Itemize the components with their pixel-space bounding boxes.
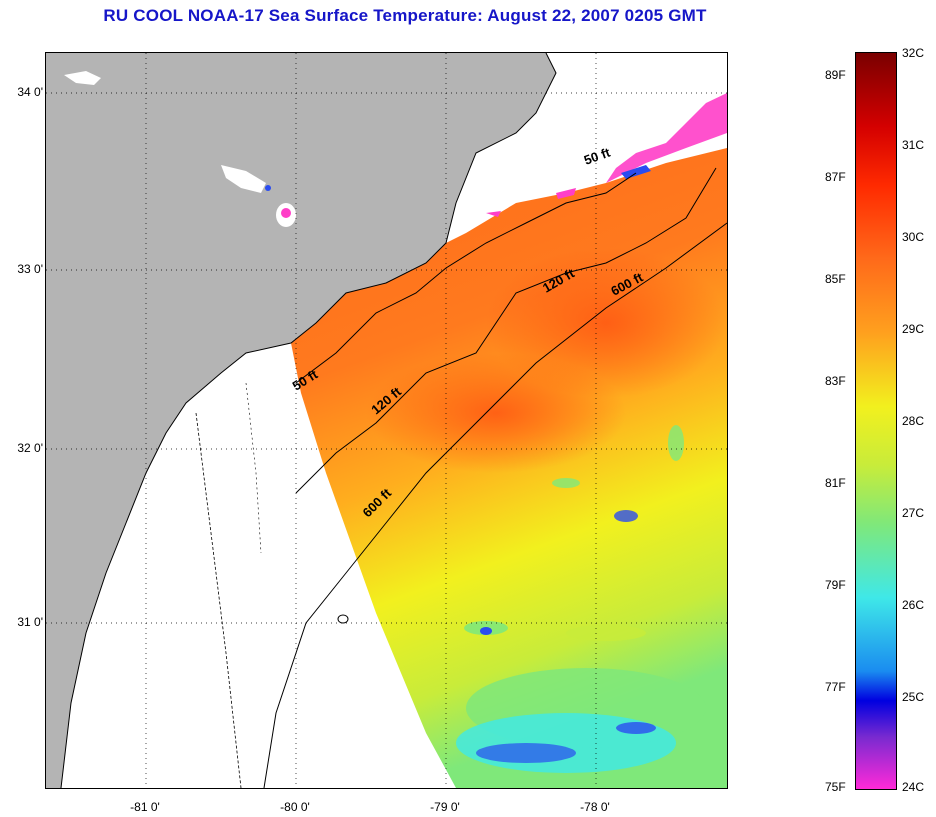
lon-label-80: -80 0' (280, 800, 310, 814)
cb-label-79f: 79F (825, 578, 846, 592)
cb-label-29c: 29C (902, 322, 925, 336)
lon-label-79: -79 0' (430, 800, 460, 814)
cb-label-81f: 81F (825, 476, 846, 490)
sst-map: 50 ft 120 ft 600 ft 50 ft 120 ft 600 ft (45, 52, 728, 789)
lat-label-31: 31 0' (17, 615, 43, 629)
cb-label-83f: 83F (825, 374, 846, 388)
isobath-50ft (295, 172, 637, 384)
cb-label-31c: 31C (902, 138, 925, 152)
cb-label-32c: 32C (902, 46, 925, 60)
cb-label-26c: 26C (902, 598, 925, 612)
coastline (60, 53, 557, 788)
cb-label-27c: 27C (902, 506, 925, 520)
cb-label-24c: 24C (902, 780, 925, 794)
cb-label-75f: 75F (825, 780, 846, 794)
lat-label-32: 32 0' (17, 441, 43, 455)
lat-label-34: 34 0' (17, 85, 43, 99)
isobath-120ft (295, 167, 717, 494)
cb-label-89f: 89F (825, 68, 846, 82)
cb-label-77f: 77F (825, 680, 846, 694)
map-grid (46, 53, 727, 788)
cb-label-30c: 30C (902, 230, 925, 244)
cb-label-85f: 85F (825, 272, 846, 286)
cb-label-25c: 25C (902, 690, 925, 704)
cb-label-87f: 87F (825, 170, 846, 184)
temperature-colorbar (855, 52, 897, 790)
map-canvas: 50 ft 120 ft 600 ft 50 ft 120 ft 600 ft (46, 53, 727, 788)
cb-label-28c: 28C (902, 414, 925, 428)
lon-label-81: -81 0' (130, 800, 160, 814)
lat-label-33: 33 0' (17, 262, 43, 276)
map-title: RU COOL NOAA-17 Sea Surface Temperature:… (103, 6, 707, 25)
land-mass (46, 53, 556, 788)
lon-label-78: -78 0' (580, 800, 610, 814)
